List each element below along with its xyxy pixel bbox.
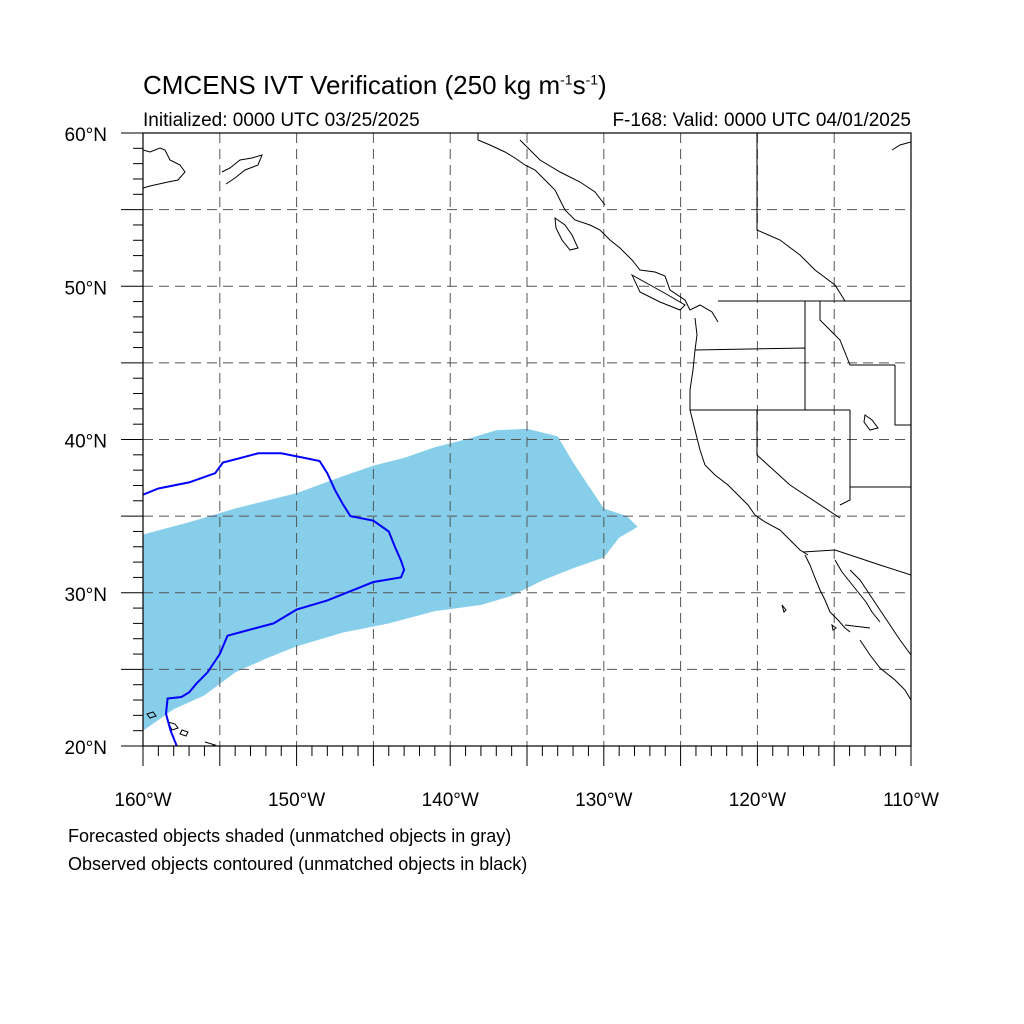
coastline-us-west [689,317,809,556]
island-channel [781,604,787,613]
coastline-mexico [849,569,911,656]
coastline-alaska-panhandle [519,139,606,206]
border-canada-prov [756,133,846,302]
island-hawaii-3 [179,729,189,737]
coastline-baja-east [834,559,881,623]
coastline-alaska-peninsula [221,154,263,185]
coastline-mexico-south [859,639,911,701]
caption-observed: Observed objects contoured (unmatched ob… [68,854,528,874]
coastline-gulf-of-alaska [477,139,719,323]
coastline-baja [804,554,851,633]
title-main: CMCENS IVT Verification (250 kg m [143,70,561,100]
valid-time-label: F-168: Valid: 0000 UTC 04/01/2025 [612,110,911,131]
lon-tick-label: 150°W [268,790,325,811]
lat-tick-label: 60°N [65,125,107,146]
lat-tick-label: 30°N [65,585,107,606]
lon-tick-label: 140°W [422,790,479,811]
border-mexico-states [844,624,871,629]
title-sup-1: -1 [560,71,573,88]
border-mt-wy [819,301,895,366]
lon-tick-label: 120°W [729,790,786,811]
lat-tick-label: 20°N [65,738,107,759]
lake-great-salt [863,414,879,431]
lon-tick-label: 110°W [883,790,939,811]
island-guadalupe [831,623,837,631]
caption-forecast: Forecasted objects shaded (unmatched obj… [68,826,512,846]
coast-top-right [891,141,911,151]
lon-tick-label: 160°W [114,790,171,811]
coastline-alaska-west [143,147,186,189]
island-hawaii-1 [146,711,157,719]
border-nv-ut [839,410,851,506]
border-co-wy [894,365,911,426]
island-vancouver [630,273,686,311]
map-title: CMCENS IVT Verification (250 kg m-1s-1) [143,70,607,101]
lat-tick-label: 40°N [65,432,107,453]
title-mid: s [572,70,586,100]
init-time-label: Initialized: 0000 UTC 03/25/2025 [143,110,420,131]
border-us-mexico [802,549,911,576]
title-end: ) [598,70,607,100]
lat-tick-label: 50°N [65,278,107,299]
border-wa-or [694,347,806,410]
title-sup-2: -1 [585,71,599,88]
observed-ivt-contour [143,452,406,746]
lon-tick-label: 130°W [575,790,632,811]
island-haida-gwaii [554,216,579,251]
border-ca-nv [756,410,841,519]
